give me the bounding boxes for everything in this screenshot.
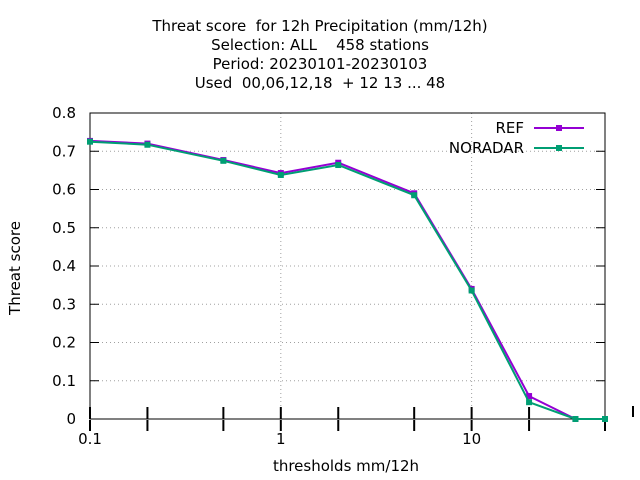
- legend-marker: [556, 145, 562, 151]
- legend-marker: [556, 125, 562, 131]
- x-tick-label: 1: [276, 430, 286, 448]
- data-point: [277, 171, 284, 178]
- x-axis-label: thresholds mm/12h: [273, 457, 419, 475]
- axes: 00.10.20.30.40.50.60.70.80.1 1 10: [52, 104, 634, 448]
- y-tick-label: 0.2: [52, 334, 76, 352]
- title-line-3: Period: 20230101-20230103: [212, 55, 428, 73]
- y-tick-label: 0.6: [52, 181, 76, 199]
- data-point: [468, 287, 475, 294]
- legend-label: REF: [495, 119, 524, 137]
- legend-entry: REF: [495, 119, 584, 137]
- series-noradar: [87, 138, 608, 422]
- y-axis-label: Threat score: [6, 221, 24, 316]
- x-tick-label: 10: [462, 430, 481, 448]
- data-series: [87, 137, 608, 422]
- grid-lines: [90, 113, 605, 419]
- data-point: [602, 416, 608, 422]
- y-tick-label: 0.8: [52, 104, 76, 122]
- title-line-1: Threat score for 12h Precipitation (mm/1…: [152, 17, 488, 35]
- y-tick-label: 0.3: [52, 295, 76, 313]
- legend-label: NORADAR: [449, 139, 524, 157]
- y-tick-label: 0: [66, 410, 76, 428]
- y-tick-label: 0.4: [52, 257, 76, 275]
- data-point: [335, 162, 342, 169]
- data-point: [411, 192, 418, 199]
- data-point: [144, 141, 151, 148]
- data-point: [220, 157, 227, 164]
- title-line-4: Used 00,06,12,18 + 12 13 ... 48: [194, 74, 446, 92]
- y-tick-label: 0.5: [52, 219, 76, 237]
- series-ref: [87, 137, 608, 422]
- series-line: [89, 139, 605, 420]
- legend-entry: NORADAR: [449, 139, 584, 157]
- data-point: [572, 416, 579, 422]
- title-line-2: Selection: ALL 458 stations: [211, 36, 429, 54]
- legend: REF NORADAR: [449, 119, 584, 157]
- data-point: [526, 399, 533, 406]
- data-point: [87, 138, 93, 145]
- data-point: [526, 393, 533, 400]
- y-tick-label: 0.7: [52, 142, 76, 160]
- plot-border: [89, 112, 606, 420]
- y-tick-label: 0.1: [52, 372, 76, 390]
- series-line: [89, 140, 605, 420]
- x-tick-label: 0.1: [78, 430, 102, 448]
